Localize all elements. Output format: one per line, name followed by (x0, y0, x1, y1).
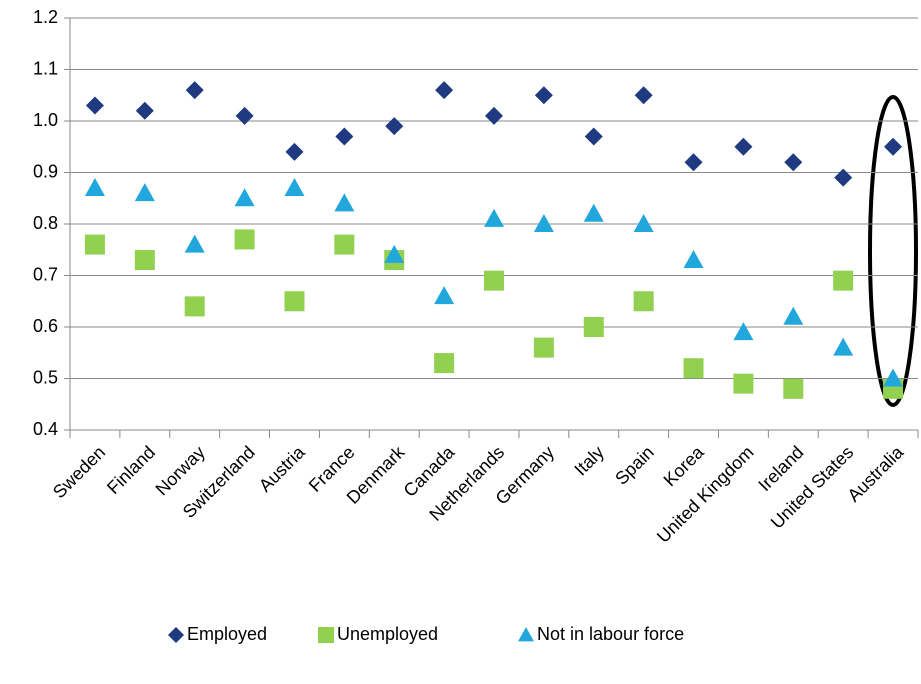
x-tick-label: Australia (844, 441, 908, 505)
marker-square (284, 291, 305, 312)
y-tick-label: 1.1 (33, 58, 58, 78)
marker-diamond (884, 137, 903, 156)
x-tick-label: Austria (255, 441, 309, 495)
marker-triangle (733, 322, 754, 341)
y-tick-label: 0.8 (33, 213, 58, 233)
marker-diamond (185, 81, 204, 100)
marker-square (484, 270, 504, 291)
marker-square (134, 250, 155, 271)
marker-triangle (583, 203, 604, 222)
marker-triangle (384, 244, 405, 263)
marker-triangle (833, 337, 854, 356)
marker-diamond (285, 142, 304, 161)
x-tick-label: Italy (570, 442, 607, 479)
y-tick-label: 0.5 (33, 367, 58, 387)
y-tick-label: 1.2 (33, 7, 58, 27)
marker-square (434, 353, 455, 374)
x-tick-label: Korea (660, 441, 709, 490)
marker-triangle (184, 234, 205, 253)
x-tick-label: Spain (611, 442, 658, 489)
marker-diamond (784, 153, 803, 172)
marker-diamond (584, 127, 603, 146)
marker-diamond (684, 153, 703, 172)
marker-diamond (385, 117, 404, 136)
legend-label: Unemployed (337, 624, 438, 644)
y-tick-label: 1.0 (33, 110, 58, 130)
marker-diamond (534, 86, 553, 105)
marker-square (533, 337, 554, 358)
marker-triangle (284, 177, 305, 196)
marker-triangle (633, 214, 654, 232)
marker-triangle (783, 306, 804, 325)
y-tick-label: 0.6 (33, 316, 58, 336)
marker-diamond (634, 86, 653, 105)
x-tick-label: Finland (103, 442, 159, 498)
marker-triangle (484, 208, 504, 227)
y-tick-label: 0.9 (33, 161, 58, 181)
marker-diamond (335, 127, 354, 146)
marker-diamond (435, 81, 454, 100)
marker-square (633, 291, 654, 312)
marker-diamond (168, 627, 184, 643)
y-tick-label: 0.4 (33, 419, 58, 439)
marker-diamond (235, 106, 254, 125)
marker-diamond (834, 168, 853, 187)
legend-label: Employed (187, 624, 267, 644)
highlight-ellipse (868, 95, 918, 407)
marker-diamond (485, 106, 503, 125)
marker-square (84, 234, 105, 255)
marker-triangle (234, 188, 255, 207)
marker-triangle (683, 250, 704, 269)
marker-square (318, 627, 334, 643)
marker-square (783, 378, 804, 399)
marker-diamond (135, 101, 154, 120)
marker-triangle (84, 177, 105, 196)
marker-triangle (518, 627, 534, 642)
marker-triangle (883, 368, 904, 387)
marker-triangle (434, 286, 455, 305)
marker-diamond (734, 137, 753, 156)
marker-square (833, 270, 854, 291)
marker-triangle (134, 183, 155, 202)
marker-triangle (533, 214, 554, 232)
y-tick-label: 0.7 (33, 264, 58, 284)
marker-square (733, 373, 754, 394)
marker-square (683, 358, 704, 379)
marker-triangle (334, 193, 355, 212)
marker-square (334, 234, 355, 255)
marker-square (234, 229, 255, 250)
x-tick-label: Sweden (49, 442, 109, 502)
marker-square (184, 296, 205, 317)
legend-label: Not in labour force (537, 624, 684, 644)
marker-square (583, 317, 604, 337)
marker-diamond (85, 96, 104, 115)
